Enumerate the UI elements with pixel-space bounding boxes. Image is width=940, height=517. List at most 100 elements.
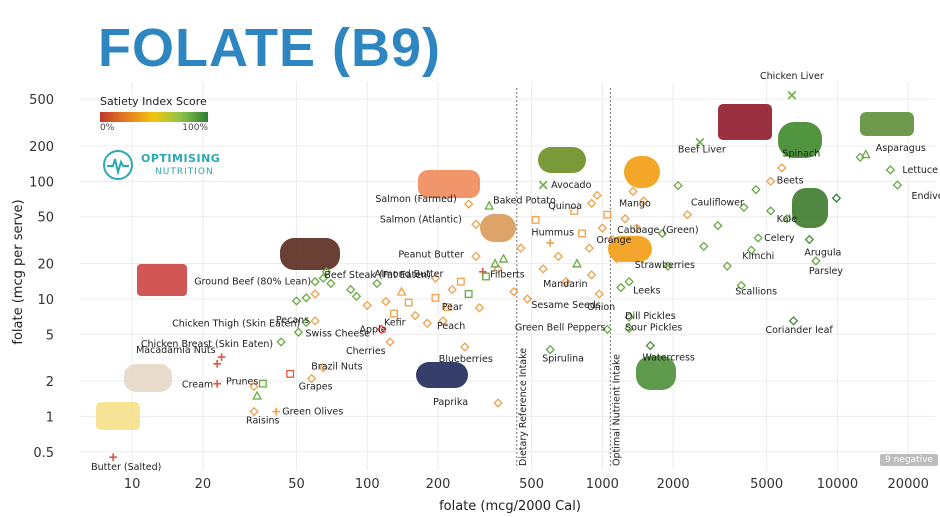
data-point: [443, 303, 452, 312]
data-point: [570, 206, 579, 215]
y-tick-label: 200: [29, 140, 54, 155]
data-point: [624, 323, 634, 334]
point-label: Chicken Breast (Skin Eaten): [141, 339, 273, 350]
data-points: [109, 90, 903, 461]
point-label: Strawberries: [635, 260, 695, 271]
x-axis-label: folate (mcg/2000 Cal): [439, 499, 581, 514]
data-point: [301, 317, 311, 328]
data-point: [538, 264, 548, 274]
data-point: [765, 176, 776, 187]
point-label: Kimchi: [742, 251, 774, 262]
data-point: [584, 243, 595, 253]
legend-title: Satiety Index Score: [100, 95, 207, 108]
point-label: Cabbage (Green): [617, 225, 698, 236]
point-label: Pecans: [276, 315, 309, 326]
x-tick-label: 200: [426, 477, 451, 492]
point-label: Endive: [911, 191, 940, 202]
point-label: Cherries: [346, 346, 386, 357]
point-label: Parsley: [809, 266, 843, 277]
orange-image: [608, 236, 652, 262]
data-point: [885, 165, 896, 175]
y-tick-label: 10: [37, 293, 54, 308]
data-point: [509, 287, 519, 297]
point-label: Apple: [360, 324, 387, 335]
logo-subtitle: NUTRITION: [155, 167, 214, 177]
data-point: [460, 342, 470, 352]
data-point: [616, 282, 626, 293]
data-point: [272, 407, 281, 416]
point-label: Beef Liver: [678, 144, 726, 155]
data-point: [326, 278, 336, 289]
data-point: [645, 340, 656, 351]
point-label: Mandarin: [543, 279, 587, 290]
data-point: [546, 238, 554, 247]
point-label: Hummus: [531, 227, 574, 238]
data-point: [682, 209, 693, 220]
x-tick-label: 1000: [586, 477, 619, 492]
point-label: Arugula: [804, 247, 841, 258]
data-point: [318, 362, 328, 373]
point-label: Beets: [777, 175, 804, 186]
point-label: Green Olives: [282, 407, 343, 418]
data-point: [213, 379, 221, 388]
avocado-image: [538, 147, 586, 173]
x-tick-label: 500: [519, 477, 544, 492]
point-label: Prunes: [226, 376, 258, 387]
point-label: Macadamia Nuts: [136, 345, 216, 356]
liver-image: [718, 104, 772, 140]
y-tick-label: 1: [46, 410, 54, 425]
data-point: [572, 258, 582, 268]
data-point: [318, 273, 328, 283]
data-point: [578, 229, 587, 238]
data-point: [385, 337, 395, 347]
data-point: [109, 453, 117, 461]
data-point: [390, 309, 398, 318]
data-point: [252, 390, 262, 400]
data-point: [594, 289, 604, 299]
point-label: Chicken Liver: [760, 71, 824, 82]
data-point: [431, 293, 440, 302]
x-axis-ticks: 10 20 50 100 200 500 1000 2000 5000 10000 20000: [124, 477, 929, 492]
point-label: Lettuce: [902, 165, 938, 176]
point-label: Chicken Thigh (Skin Eaten): [172, 318, 300, 329]
data-point: [306, 373, 317, 384]
point-label: Raisins: [246, 416, 279, 427]
legend-color-scale: [100, 112, 208, 122]
x-tick-label: 10: [124, 477, 141, 492]
eggs-image: [480, 214, 516, 242]
logo-name: OPTIMISING: [141, 152, 221, 165]
x-tick-label: 50: [288, 477, 305, 492]
data-point: [620, 214, 630, 224]
data-point: [493, 264, 503, 274]
data-point: [310, 289, 320, 299]
data-point: [597, 223, 608, 233]
steak-image: [280, 238, 340, 270]
data-point: [663, 261, 673, 271]
asparagus-image: [860, 112, 914, 136]
data-point: [498, 253, 509, 263]
data-point: [611, 253, 622, 264]
point-label: Onion: [587, 302, 615, 313]
data-point: [516, 243, 526, 253]
data-point: [213, 360, 221, 368]
data-point: [602, 324, 613, 335]
x-tick-label: 20000: [888, 477, 929, 492]
butter-image: [96, 402, 140, 430]
data-point: [381, 296, 391, 307]
point-label: Swiss Cheese: [306, 328, 371, 339]
chicken-image: [124, 364, 172, 392]
data-point: [788, 316, 799, 326]
point-label: Salmon (Farmed): [375, 194, 456, 205]
data-point: [217, 353, 226, 361]
y-tick-label: 100: [29, 175, 54, 190]
point-label: Leeks: [633, 286, 660, 297]
data-point: [286, 369, 295, 378]
data-point: [249, 381, 259, 392]
data-point: [603, 210, 612, 219]
data-point: [592, 190, 602, 201]
data-point: [782, 214, 792, 224]
data-point: [722, 261, 733, 271]
data-point: [430, 273, 441, 283]
point-label: Ground Beef (80% Lean): [194, 277, 311, 288]
